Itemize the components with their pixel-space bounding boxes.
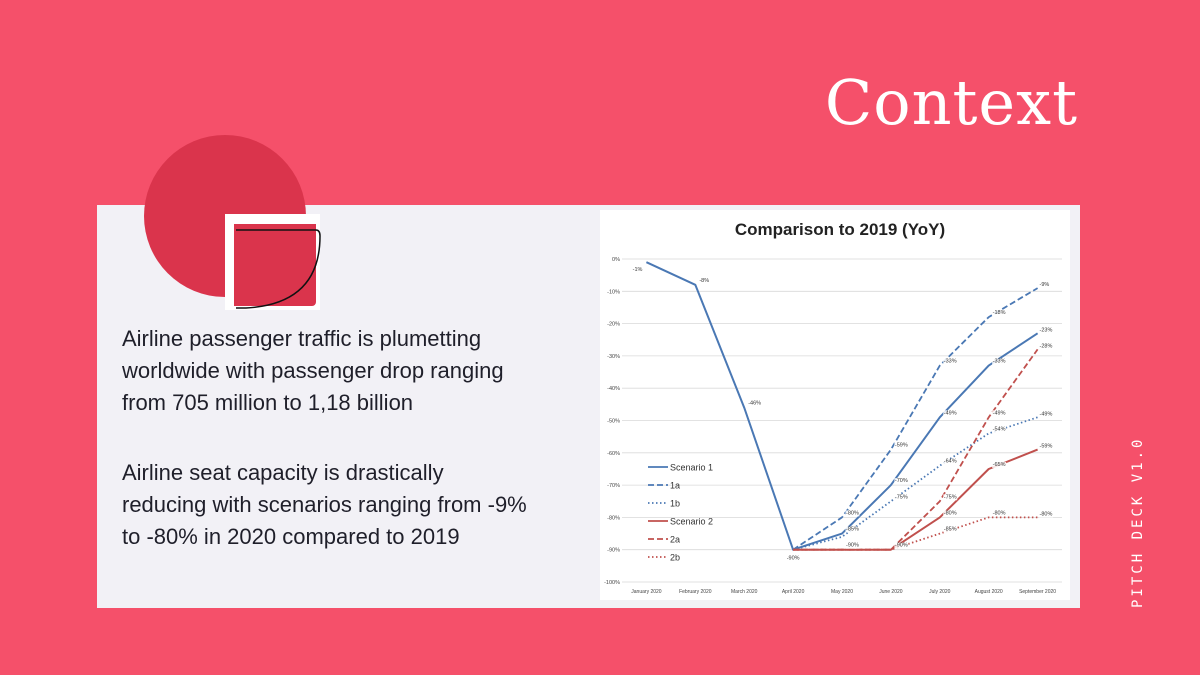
pitch-deck-label-text: PITCH DECK V1.0 xyxy=(1130,436,1146,608)
data-label: -75% xyxy=(895,494,908,500)
x-tick-label: May 2020 xyxy=(831,589,853,595)
data-label-bg xyxy=(894,494,909,501)
data-label: -90% xyxy=(895,543,908,549)
data-label: -49% xyxy=(1040,411,1053,417)
data-label: -33% xyxy=(944,359,957,365)
data-label: -80% xyxy=(1040,511,1053,517)
data-label: -59% xyxy=(1040,444,1053,450)
chart-title: Comparison to 2019 (YoY) xyxy=(735,220,945,239)
x-tick-label: April 2020 xyxy=(782,589,805,595)
data-label-bg xyxy=(698,277,710,284)
x-tick-label: March 2020 xyxy=(731,589,758,595)
data-label: -75% xyxy=(944,494,957,500)
data-label-bg xyxy=(992,461,1007,468)
y-tick-label: -100% xyxy=(604,580,620,586)
data-label: -80% xyxy=(944,510,957,516)
data-label-bg xyxy=(943,458,958,465)
x-tick-label: August 2020 xyxy=(975,589,1003,595)
data-label-bg xyxy=(845,526,860,533)
legend-label: 1a xyxy=(670,481,680,491)
x-tick-label: September 2020 xyxy=(1019,589,1056,595)
data-label: -54% xyxy=(993,426,1006,432)
y-tick-label: -10% xyxy=(607,289,620,295)
data-label: -90% xyxy=(787,556,800,562)
y-tick-label: -80% xyxy=(607,515,620,521)
series-line xyxy=(792,416,1038,551)
data-label-bg xyxy=(894,442,909,449)
data-label-bg xyxy=(943,358,958,365)
passenger-traffic-text: Airline passenger traffic is plumetting … xyxy=(122,326,504,415)
data-label-bg xyxy=(1039,327,1054,334)
data-label: -9% xyxy=(1040,282,1050,288)
seat-capacity-text: Airline seat capacity is drastically red… xyxy=(122,460,527,549)
comparison-chart: Comparison to 2019 (YoY) 0% -10% -20% -30% -… xyxy=(600,210,1070,600)
decorative-quarter-arc xyxy=(236,229,321,309)
data-label-bg xyxy=(943,410,958,417)
data-label-bg xyxy=(632,267,644,274)
y-tick-label: -30% xyxy=(607,354,620,360)
data-label: -85% xyxy=(944,527,957,533)
x-tick-label: January 2020 xyxy=(631,589,662,595)
data-label-bg xyxy=(992,510,1007,517)
pitch-deck-label: PITCH DECK V1.0 xyxy=(1122,437,1162,608)
x-tick-label: June 2020 xyxy=(879,589,903,595)
legend-label: Scenario 2 xyxy=(670,517,713,527)
data-label: -85% xyxy=(846,527,859,533)
y-tick-label: -60% xyxy=(607,451,620,457)
data-label: -90% xyxy=(846,543,859,549)
data-label-bg xyxy=(786,555,801,562)
legend-label: 2b xyxy=(670,553,680,563)
x-tick-label: February 2020 xyxy=(679,589,712,595)
y-tick-label: -20% xyxy=(607,322,620,328)
y-tick-label: 0% xyxy=(612,257,620,263)
chart-svg: Comparison to 2019 (YoY) 0% -10% -20% -30% -… xyxy=(604,220,1062,595)
data-label: -46% xyxy=(748,401,761,407)
data-label-bg xyxy=(943,526,958,533)
data-label-bg xyxy=(747,400,762,407)
data-label: -23% xyxy=(1040,327,1053,333)
data-label: -49% xyxy=(944,410,957,416)
y-tick-label: -50% xyxy=(607,419,620,425)
legend-label: Scenario 1 xyxy=(670,463,713,473)
data-label: -33% xyxy=(993,359,1006,365)
data-label: -70% xyxy=(895,478,908,484)
legend-label: 1b xyxy=(670,499,680,509)
data-label-bg xyxy=(845,542,860,549)
y-tick-label: -70% xyxy=(607,483,620,489)
data-label-bg xyxy=(992,426,1007,433)
data-label: -18% xyxy=(993,310,1006,316)
series-line xyxy=(793,516,1038,551)
x-tick-label: July 2020 xyxy=(929,589,951,595)
data-label-bg xyxy=(1039,343,1054,350)
data-label: -80% xyxy=(993,510,1006,516)
data-label: -59% xyxy=(895,443,908,449)
data-label-bg xyxy=(943,510,958,517)
decorative-square xyxy=(234,224,316,306)
slide-title: Context xyxy=(824,66,1078,139)
y-tick-label: -90% xyxy=(607,548,620,554)
data-label-bg xyxy=(894,542,909,549)
data-label: -80% xyxy=(846,510,859,516)
data-label: -64% xyxy=(944,459,957,465)
data-label: -1% xyxy=(633,267,643,273)
legend-label: 2a xyxy=(670,535,680,545)
data-label: -49% xyxy=(993,410,1006,416)
data-label-bg xyxy=(992,410,1007,417)
data-label-bg xyxy=(894,478,909,485)
data-label-bg xyxy=(1039,443,1054,450)
data-label-bg xyxy=(1039,411,1054,418)
data-label-bg xyxy=(943,494,958,501)
data-label-bg xyxy=(845,510,860,517)
data-label-bg xyxy=(1039,511,1054,518)
data-label: -28% xyxy=(1040,343,1053,349)
y-tick-label: -40% xyxy=(607,386,620,392)
data-label-bg xyxy=(1039,282,1050,289)
data-label: -65% xyxy=(993,462,1006,468)
data-label-bg xyxy=(992,358,1007,365)
data-label-bg xyxy=(992,310,1007,317)
series-line xyxy=(645,261,1039,551)
data-label: -8% xyxy=(699,278,709,284)
